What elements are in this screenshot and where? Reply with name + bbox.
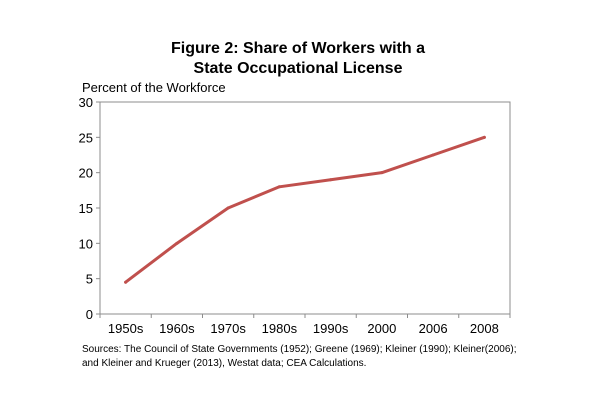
sources-line-2: and Kleiner and Krueger (2013), Westat d… xyxy=(82,358,367,369)
sources-line-1: Sources: The Council of State Government… xyxy=(82,344,517,355)
x-tick-label: 1980s xyxy=(262,321,298,336)
y-tick-label: 25 xyxy=(79,130,93,145)
data-point xyxy=(277,185,281,189)
data-point xyxy=(431,153,435,157)
x-tick-label: 1970s xyxy=(210,321,246,336)
x-tick-label: 1960s xyxy=(159,321,195,336)
x-tick-label: 2008 xyxy=(470,321,499,336)
data-point xyxy=(124,280,128,284)
x-tick-label: 2000 xyxy=(367,321,396,336)
x-tick-label: 1950s xyxy=(108,321,144,336)
data-point xyxy=(380,171,384,175)
data-point xyxy=(226,206,230,210)
data-point xyxy=(175,241,179,245)
chart-title-line-2: State Occupational License xyxy=(193,60,403,77)
y-tick-label: 30 xyxy=(79,95,93,110)
y-tick-label: 20 xyxy=(79,166,93,181)
series-line xyxy=(124,135,486,284)
chart-title-line-1: Figure 2: Share of Workers with a xyxy=(171,40,425,57)
y-tick-label: 10 xyxy=(79,236,93,251)
data-point xyxy=(482,135,486,139)
y-tick-label: 0 xyxy=(86,307,93,322)
plot-frame xyxy=(99,101,511,315)
y-axis-label: Percent of the Workforce xyxy=(82,80,226,95)
x-tick-label: 1990s xyxy=(313,321,349,336)
x-tick-label: 2006 xyxy=(419,321,448,336)
y-tick-label: 5 xyxy=(86,272,93,287)
chart-title: Figure 2: Share of Workers with a State … xyxy=(0,39,596,79)
sources-note: Sources: The Council of State Government… xyxy=(82,343,552,371)
y-tick-label: 15 xyxy=(79,201,93,216)
data-point xyxy=(329,178,333,182)
